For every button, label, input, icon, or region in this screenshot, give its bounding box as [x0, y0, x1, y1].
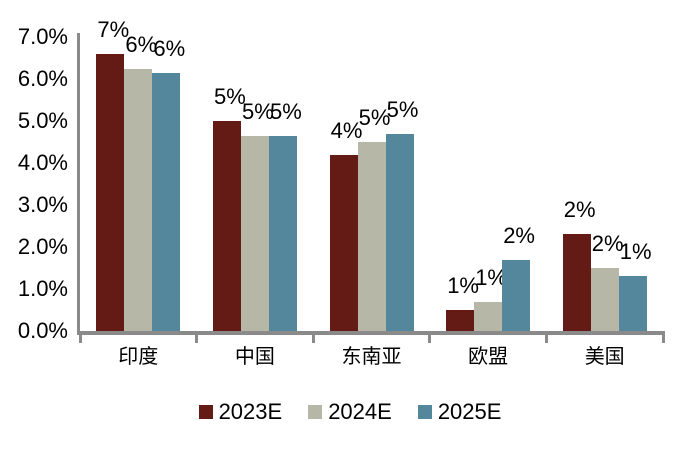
bar-value-label: 5% [213, 84, 246, 109]
bar-value-label: 1% [619, 239, 652, 265]
bar-2025E-5 [618, 276, 647, 331]
bar-2023E-3 [329, 154, 358, 331]
bar-value-label: 2% [503, 222, 535, 248]
y-axis-label: 1.0% [17, 276, 68, 301]
bar-2023E-4 [446, 310, 475, 331]
legend-label: 2025E [437, 399, 502, 424]
legend-item-2023E: 2023E [198, 399, 283, 425]
x-axis-label: 美国 [584, 346, 625, 368]
bar-2024E-1 [124, 68, 153, 331]
y-axis-label: 4.0% [17, 150, 68, 175]
y-axis-label: 5.0% [17, 108, 68, 133]
y-axis-line [77, 33, 80, 335]
x-axis-label: 欧盟 [468, 346, 509, 368]
bar-2023E-1 [96, 53, 125, 331]
bar-2023E-2 [212, 121, 241, 331]
bar-value-label: 2% [563, 197, 596, 223]
bar-2024E-4 [474, 301, 503, 331]
bar-2025E-2 [268, 135, 297, 331]
bar-2025E-4 [502, 259, 531, 331]
x-axis-tick [195, 335, 199, 343]
bar-value-label: 6% [153, 35, 186, 61]
legend-label: 2024E [328, 399, 392, 424]
bar-value-label: 6% [125, 31, 158, 57]
y-axis-label: 2.0% [17, 234, 68, 259]
x-axis-tick [661, 335, 665, 343]
y-axis-label: 6.0% [17, 66, 68, 91]
bar-value-label: 5% [269, 98, 302, 124]
legend-item-2024E: 2024E [308, 399, 392, 425]
bar-2024E-2 [240, 135, 269, 331]
legend-item-2025E: 2025E [417, 399, 502, 425]
x-axis-label: 中国 [234, 346, 275, 368]
bar-2025E-3 [385, 133, 414, 331]
bar-2024E-5 [590, 268, 619, 331]
bar-2025E-1 [152, 72, 181, 331]
bar-value-label: 5% [386, 96, 419, 122]
legend-swatch-icon [198, 405, 213, 419]
x-axis-tick [311, 335, 315, 343]
legend-label: 2023E [218, 399, 283, 424]
x-axis-label: 印度 [118, 346, 159, 368]
y-axis-label: 0.0% [17, 318, 68, 343]
bar-value-label: 5% [358, 105, 391, 130]
x-axis-tick [544, 335, 548, 343]
bar-value-label: 1% [447, 273, 479, 298]
x-axis-line [77, 331, 665, 335]
legend-swatch-icon [308, 405, 323, 419]
x-axis-tick [428, 335, 432, 343]
x-axis-tick [78, 335, 82, 343]
bar-value-label: 7% [97, 16, 130, 42]
y-axis-label: 3.0% [17, 192, 68, 217]
y-axis-label: 7.0% [17, 24, 68, 49]
x-axis-label: 东南亚 [341, 346, 402, 368]
legend-swatch-icon [417, 405, 432, 419]
bar-value-label: 5% [241, 98, 274, 124]
bar-2024E-3 [357, 142, 386, 331]
legend: 2023E 2024E 2025E [0, 399, 700, 425]
bar-value-label: 2% [591, 231, 624, 256]
bar-value-label: 4% [330, 117, 363, 143]
bar-2023E-5 [562, 234, 591, 331]
bar-value-label: 1% [475, 264, 507, 290]
